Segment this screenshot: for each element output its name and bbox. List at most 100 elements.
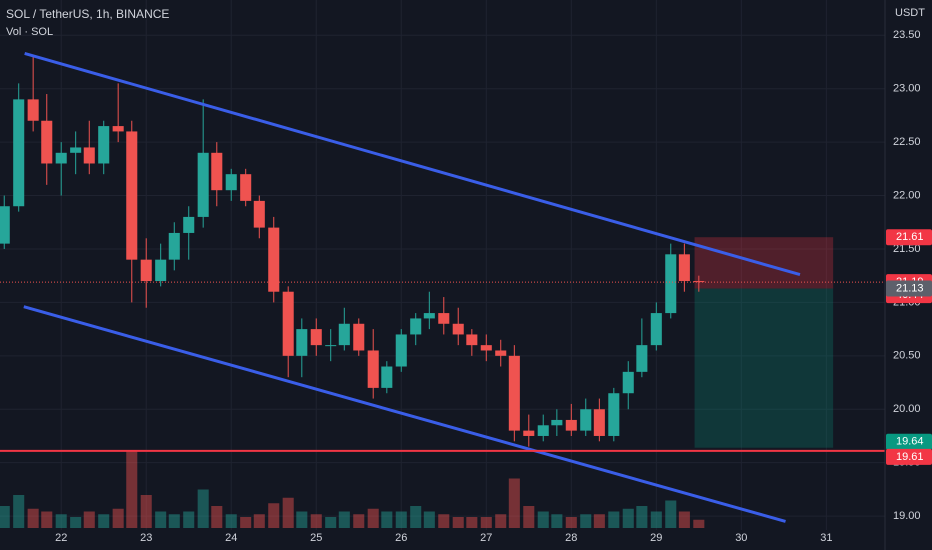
y-tick-label: 20.50 [893, 350, 921, 362]
candle-body [13, 99, 25, 207]
candle-body [225, 174, 237, 191]
volume-bar [338, 511, 350, 528]
candle-body [480, 345, 492, 351]
x-tick-label: 23 [140, 532, 152, 544]
price-label: 21.61 [896, 231, 924, 243]
trend-line [24, 51, 801, 277]
candle-body [693, 281, 705, 283]
volume-bar [83, 511, 95, 528]
y-tick-label: 19.00 [893, 510, 921, 522]
candle-body [551, 419, 563, 426]
volume-bar [98, 514, 110, 528]
candle-body [296, 329, 308, 356]
x-tick-label: 27 [480, 532, 492, 544]
y-tick-label: 23.00 [893, 83, 921, 95]
price-label-box [886, 280, 932, 297]
y-tick-label: 23.50 [893, 29, 921, 41]
volume-bar [523, 506, 535, 528]
volume-bar [197, 489, 209, 528]
volume-bar [565, 517, 577, 528]
candle-body [0, 206, 10, 244]
volume-bar [126, 451, 138, 528]
candle-body [367, 350, 379, 388]
volume-bar [622, 508, 634, 528]
volume-bar [155, 511, 167, 528]
volume-bar [495, 514, 507, 528]
candle-body [253, 200, 265, 228]
candle-body [537, 425, 549, 436]
candle-body [678, 254, 690, 282]
candle-body [636, 345, 648, 372]
candle-body [325, 345, 337, 347]
candle-body [282, 291, 294, 356]
volume-bar [168, 514, 180, 528]
volume-bar [395, 511, 407, 528]
candle-body [268, 227, 280, 292]
x-tick-label: 25 [310, 532, 322, 544]
x-tick-label: 29 [650, 532, 662, 544]
x-tick-label: 30 [735, 532, 747, 544]
volume-bar [508, 478, 520, 528]
candle-body [452, 323, 464, 335]
x-tick-label: 22 [55, 532, 67, 544]
volume-bar [423, 511, 435, 528]
candle-body [622, 371, 634, 394]
volume-bar [665, 500, 677, 528]
volume-bar [580, 514, 592, 528]
candle-body [466, 334, 478, 346]
x-tick-label: 24 [225, 532, 237, 544]
volume-bar [140, 495, 152, 528]
candle-body [211, 152, 223, 191]
volume-bar [551, 514, 563, 528]
candle-body [27, 99, 39, 121]
volume-bar [480, 517, 492, 528]
candle-body [112, 126, 124, 132]
candle-body [126, 131, 138, 260]
candle-body [310, 329, 322, 346]
volume-bar [381, 511, 393, 528]
volume-bar [310, 514, 322, 528]
price-label: 19.61 [896, 451, 924, 463]
candle-body [140, 259, 152, 282]
volume-bar [253, 514, 265, 528]
x-tick-label: 26 [395, 532, 407, 544]
candle-body [353, 323, 365, 351]
target-zone [694, 288, 834, 448]
volume-bar [678, 511, 690, 528]
price-label-box [886, 433, 932, 450]
volume-bar [325, 517, 337, 528]
trend-line [23, 305, 786, 523]
candle-body [438, 313, 450, 324]
y-tick-label: 21.50 [893, 243, 921, 255]
volume-bar [608, 511, 620, 528]
chart-subtitle: Vol · SOL [6, 26, 53, 38]
candle-body [410, 318, 422, 335]
volume-bar [0, 506, 10, 528]
volume-bar [70, 517, 82, 528]
x-tick-label: 31 [820, 532, 832, 544]
price-label: 21.13 [896, 282, 924, 294]
volume-bar [693, 519, 705, 528]
volume-bar [282, 497, 294, 528]
candle-body [565, 419, 577, 431]
volume-bar [13, 495, 25, 528]
y-tick-label: 22.50 [893, 136, 921, 148]
volume-bar [183, 511, 195, 528]
y-tick-label: 22.00 [893, 189, 921, 201]
candle-body [580, 409, 592, 431]
candle-body [155, 259, 167, 282]
volume-bar [41, 511, 53, 528]
y-tick-label: 20.00 [893, 403, 921, 415]
volume-bar [537, 511, 549, 528]
candle-body [70, 147, 82, 153]
volume-bar [225, 514, 237, 528]
candle-body [395, 334, 407, 367]
volume-bar [438, 514, 450, 528]
candle-body [423, 313, 435, 319]
candle-body [240, 174, 252, 201]
candle-body [508, 355, 520, 431]
volume-bar [55, 514, 67, 528]
volume-bar [650, 511, 662, 528]
candle-body [41, 120, 53, 164]
